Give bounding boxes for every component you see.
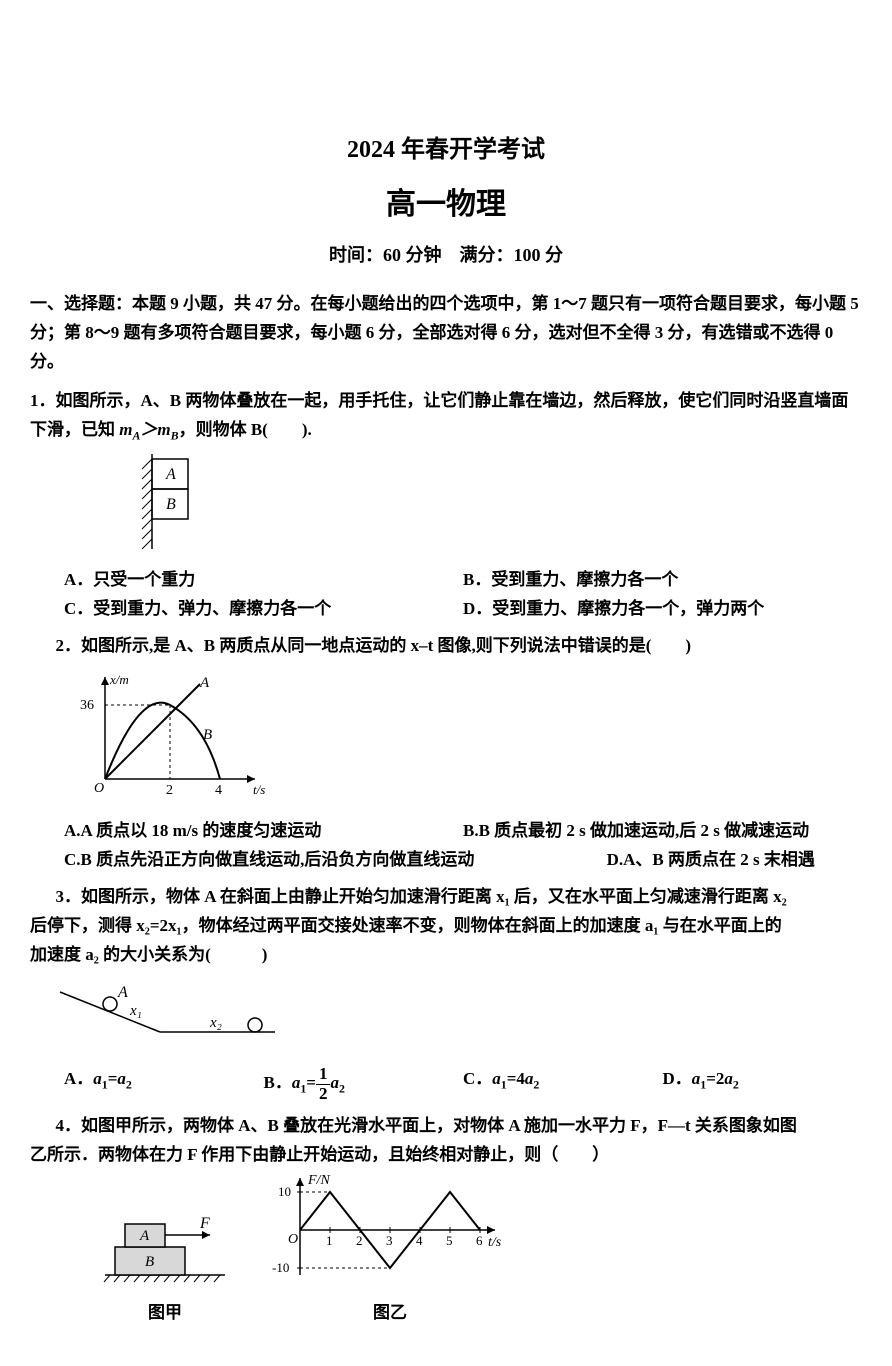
q3-line1: 3．如图所示，物体 A 在斜面上由静止开始匀加速滑行距离 x₁ 后，又在水平面上… xyxy=(30,883,862,912)
q1-figure: A B xyxy=(130,454,862,559)
q3-figure: A x₁ x₂ xyxy=(50,977,862,1057)
q4f2-ytick-10: 10 xyxy=(278,1184,291,1199)
q4f2-ylabel: F/N xyxy=(307,1173,330,1188)
q4f2-xt2: 2 xyxy=(356,1233,363,1248)
q4f2-xt5: 5 xyxy=(446,1233,453,1248)
q4f1-label-b: B xyxy=(145,1254,154,1270)
question-3: 3．如图所示，物体 A 在斜面上由静止开始匀加速滑行距离 x₁ 后，又在水平面上… xyxy=(30,883,862,1104)
question-2: 2．如图所示,是 A、B 两质点从同一地点运动的 x–t 图像,则下列说法中错误… xyxy=(30,632,862,875)
q2-ytick-36: 36 xyxy=(80,698,94,713)
q1-fig-label-a: A xyxy=(165,466,176,483)
q4-figures: A B F 图甲 F/N t/s 10 -10 xyxy=(100,1170,862,1329)
time-score: 时间：60 分钟 满分：100 分 xyxy=(30,240,862,271)
q3-label-x1: x₁ xyxy=(129,1003,142,1019)
q2-option-c: C.B 质点先沿正方向做直线运动,后沿负方向做直线运动 xyxy=(64,846,607,875)
q2-option-a: A.A 质点以 18 m/s 的速度匀速运动 xyxy=(64,817,463,846)
q3-option-b: B．a1=12a2 xyxy=(264,1065,464,1103)
q2-xtick-2: 2 xyxy=(166,783,173,798)
q3-option-c: C．a1=4a2 xyxy=(463,1065,663,1103)
q2-xtick-4: 4 xyxy=(215,783,222,798)
q1-fig-label-b: B xyxy=(166,496,176,513)
q1-option-b: B．受到重力、摩擦力各一个 xyxy=(463,566,862,595)
q4-caption-2: 图乙 xyxy=(270,1299,510,1328)
question-1: 1．如图所示，A、B 两物体叠放在一起，用手托住，让它们静止靠在墙边，然后释放，… xyxy=(30,387,862,624)
q1-option-d: D．受到重力、摩擦力各一个，弹力两个 xyxy=(463,595,862,624)
q3-options: A．a1=a2 B．a1=12a2 C．a1=4a2 D．a1=2a2 xyxy=(64,1065,862,1103)
q4f1-label-f: F xyxy=(199,1215,210,1232)
q4-caption-1: 图甲 xyxy=(100,1299,230,1328)
q4f2-origin: O xyxy=(288,1232,298,1247)
q2-ylabel: x/m xyxy=(109,672,129,687)
q1-formula: mA＞mB xyxy=(119,420,178,439)
exam-title: 2024 年春开学考试 xyxy=(30,130,862,171)
q4f2-xt6: 6 xyxy=(476,1233,483,1248)
q2-label-b: B xyxy=(203,727,212,743)
q2-xlabel: t/s xyxy=(253,782,265,797)
q3-label-x2: x₂ xyxy=(209,1015,222,1031)
q2-text: 2．如图所示,是 A、B 两质点从同一地点运动的 x–t 图像,则下列说法中错误… xyxy=(30,632,862,661)
section-instructions: 一、选择题：本题 9 小题，共 47 分。在每小题给出的四个选项中，第 1～7 … xyxy=(30,290,862,377)
q4f2-xlabel: t/s xyxy=(488,1235,502,1250)
q2-figure: x/m t/s O 36 2 4 A B xyxy=(70,669,862,809)
q3-label-a: A xyxy=(117,984,128,1001)
q1-text-suffix: ，则物体 B( ). xyxy=(179,420,312,439)
q2-option-d: D.A、B 两质点在 2 s 末相遇 xyxy=(607,846,862,875)
q4-figure-2: F/N t/s 10 -10 1 2 3 4 5 6 O xyxy=(270,1170,510,1329)
q3-line2: 后停下，测得 x₂=2x₁，物体经过两平面交接处速率不变，则物体在斜面上的加速度… xyxy=(30,912,862,941)
q4-figure-1: A B F 图甲 xyxy=(100,1200,230,1329)
q3-option-a: A．a1=a2 xyxy=(64,1065,264,1103)
q2-origin: O xyxy=(94,781,104,796)
q4f2-ytick-n10: -10 xyxy=(272,1260,289,1275)
q4-line1: 4．如图甲所示，两物体 A、B 叠放在光滑水平面上，对物体 A 施加一水平力 F… xyxy=(30,1112,862,1141)
q4f2-xt1: 1 xyxy=(326,1233,333,1248)
q1-option-c: C．受到重力、弹力、摩擦力各一个 xyxy=(64,595,463,624)
question-4: 4．如图甲所示，两物体 A、B 叠放在光滑水平面上，对物体 A 施加一水平力 F… xyxy=(30,1112,862,1329)
q4f1-label-a: A xyxy=(139,1228,150,1244)
q3-option-d: D．a1=2a2 xyxy=(663,1065,863,1103)
q3-line3: 加速度 a₂ 的大小关系为( ) xyxy=(30,941,862,970)
q2-label-a: A xyxy=(199,675,210,691)
q4f2-xt3: 3 xyxy=(386,1233,393,1248)
q4-line2: 乙所示．两物体在力 F 作用下由静止开始运动，且始终相对静止，则（ ） xyxy=(30,1141,862,1170)
q2-option-b: B.B 质点最初 2 s 做加速运动,后 2 s 做减速运动 xyxy=(463,817,862,846)
subject-title: 高一物理 xyxy=(30,179,862,230)
q1-option-a: A．只受一个重力 xyxy=(64,566,463,595)
